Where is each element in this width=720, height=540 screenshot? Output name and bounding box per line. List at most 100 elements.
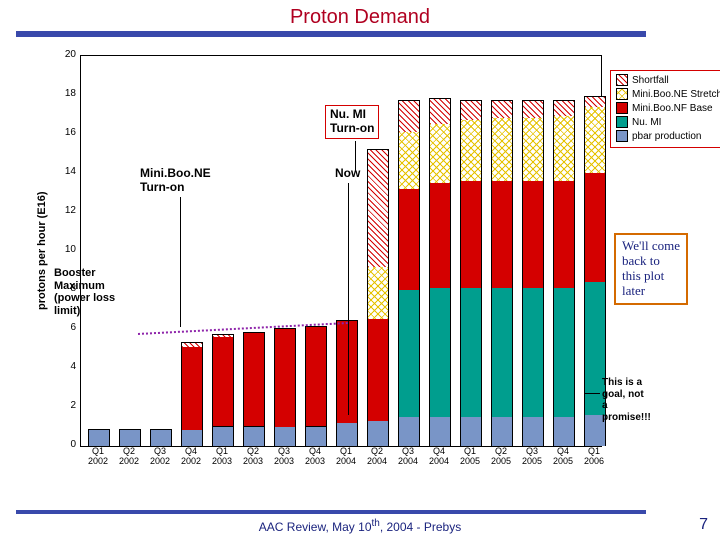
bar-segment-mb_base [212,336,234,427]
bar-segment-pbar [181,429,203,446]
bar-segment-numi [429,287,451,417]
bar-segment-mb_base [305,326,327,426]
bar-segment-shortfall [460,100,482,121]
bar-segment-shortfall [553,100,575,117]
ytick: 14 [52,166,76,177]
bar-segment-numi [522,287,544,417]
legend-label: Shortfall [632,75,669,86]
bar-segment-numi [491,287,513,417]
bar-segment-mb_base [429,182,451,288]
bar-segment-mb_stretch [398,131,420,189]
xtick: Q42003 [301,447,329,467]
xtick: Q22005 [487,447,515,467]
legend-swatch [616,130,628,142]
legend-swatch [616,116,628,128]
footer-underline [16,510,646,514]
legend-label: Mini.Boo.NF Base [632,103,713,114]
bar-segment-pbar [274,426,296,447]
ytick: 6 [52,322,76,333]
xtick: Q12005 [456,447,484,467]
xtick: Q22004 [363,447,391,467]
xtick: Q32002 [146,447,174,467]
xtick: Q42002 [177,447,205,467]
ytick: 2 [52,400,76,411]
bar-segment-pbar [119,429,141,446]
bar-segment-shortfall [367,149,389,267]
xtick: Q22003 [239,447,267,467]
bar-segment-shortfall [181,342,203,347]
bar-segment-pbar [460,416,482,446]
ytick: 20 [52,49,76,60]
bar-segment-pbar [305,426,327,447]
bar-segment-mb_base [367,318,389,420]
bar-segment-mb_stretch [491,117,513,180]
annotation-now: Now [335,167,360,181]
bar-segment-shortfall [522,100,544,119]
legend-item: Mini.Boo.NF Base [616,102,720,114]
legend-swatch [616,88,628,100]
bar-segment-numi [398,289,420,417]
bar-segment-pbar [150,429,172,446]
ytick: 10 [52,244,76,255]
legend-label: pbar production [632,131,702,142]
bar-segment-mb_stretch [429,123,451,183]
xtick: Q22002 [115,447,143,467]
legend-swatch [616,102,628,114]
xtick: Q42005 [549,447,577,467]
chart-legend: Shortfall Mini.Boo.NE Stretch Mini.Boo.NF … [610,70,720,148]
bar-segment-pbar [522,416,544,446]
ytick: 4 [52,361,76,372]
bar-segment-mb_base [553,180,575,288]
xtick: Q42004 [425,447,453,467]
bar-segment-mb_stretch [367,266,389,320]
bar-segment-numi [460,287,482,417]
bar-segment-shortfall [212,334,234,337]
bar-segment-mb_base [522,180,544,288]
bar-segment-mb_base [243,332,265,427]
xtick: Q32005 [518,447,546,467]
annotation-miniboone-turnon: Mini.Boo.NETurn-on [140,167,211,195]
bar-segment-mb_stretch [522,117,544,180]
xtick: Q12002 [84,447,112,467]
y-axis-label: protons per hour (E16) [36,191,48,310]
xtick: Q32003 [270,447,298,467]
bar-segment-mb_base [336,320,358,422]
legend-item: Mini.Boo.NE Stretch [616,88,720,100]
legend-label: Nu. MI [632,117,661,128]
ytick: 0 [52,439,76,450]
proton-demand-chart: protons per hour (E16) 02468101214161820… [50,55,610,470]
bar-segment-pbar [212,426,234,447]
bar-segment-shortfall [584,96,606,107]
bar-segment-pbar [491,416,513,446]
bar-segment-pbar [243,426,265,447]
bar-segment-mb_base [584,172,606,282]
xtick: Q32004 [394,447,422,467]
bar-segment-mb_base [398,188,420,290]
xtick: Q12006 [580,447,608,467]
ytick: 16 [52,127,76,138]
bar-segment-mb_base [181,346,203,431]
bar-segment-pbar [429,416,451,446]
bar-segment-mb_stretch [460,119,482,180]
bar-segment-pbar [398,416,420,446]
bar-segment-mb_stretch [584,106,606,173]
slide-title: Proton Demand [0,0,720,29]
bar-segment-mb_stretch [553,115,575,180]
xtick: Q12003 [208,447,236,467]
bar-segment-mb_base [491,180,513,288]
callout-box: We'll comeback tothis plotlater [614,233,688,305]
xtick: Q12004 [332,447,360,467]
annotation-numi-turnon: Nu. MITurn-on [325,105,379,139]
bar-segment-pbar [367,420,389,446]
slide-footer: AAC Review, May 10th, 2004 - Prebys [0,518,720,534]
bar-segment-pbar [88,429,110,446]
annotation-booster-max: BoosterMaximum(power losslimit) [54,267,115,318]
bar-segment-pbar [336,422,358,446]
title-underline [16,31,646,37]
legend-swatch [616,74,628,86]
ytick: 12 [52,205,76,216]
bar-segment-shortfall [398,100,420,132]
annotation-goal-note: This is agoal, not apromise!!! [602,377,651,423]
legend-label: Mini.Boo.NE Stretch [632,89,720,100]
bar-segment-mb_base [274,328,296,427]
